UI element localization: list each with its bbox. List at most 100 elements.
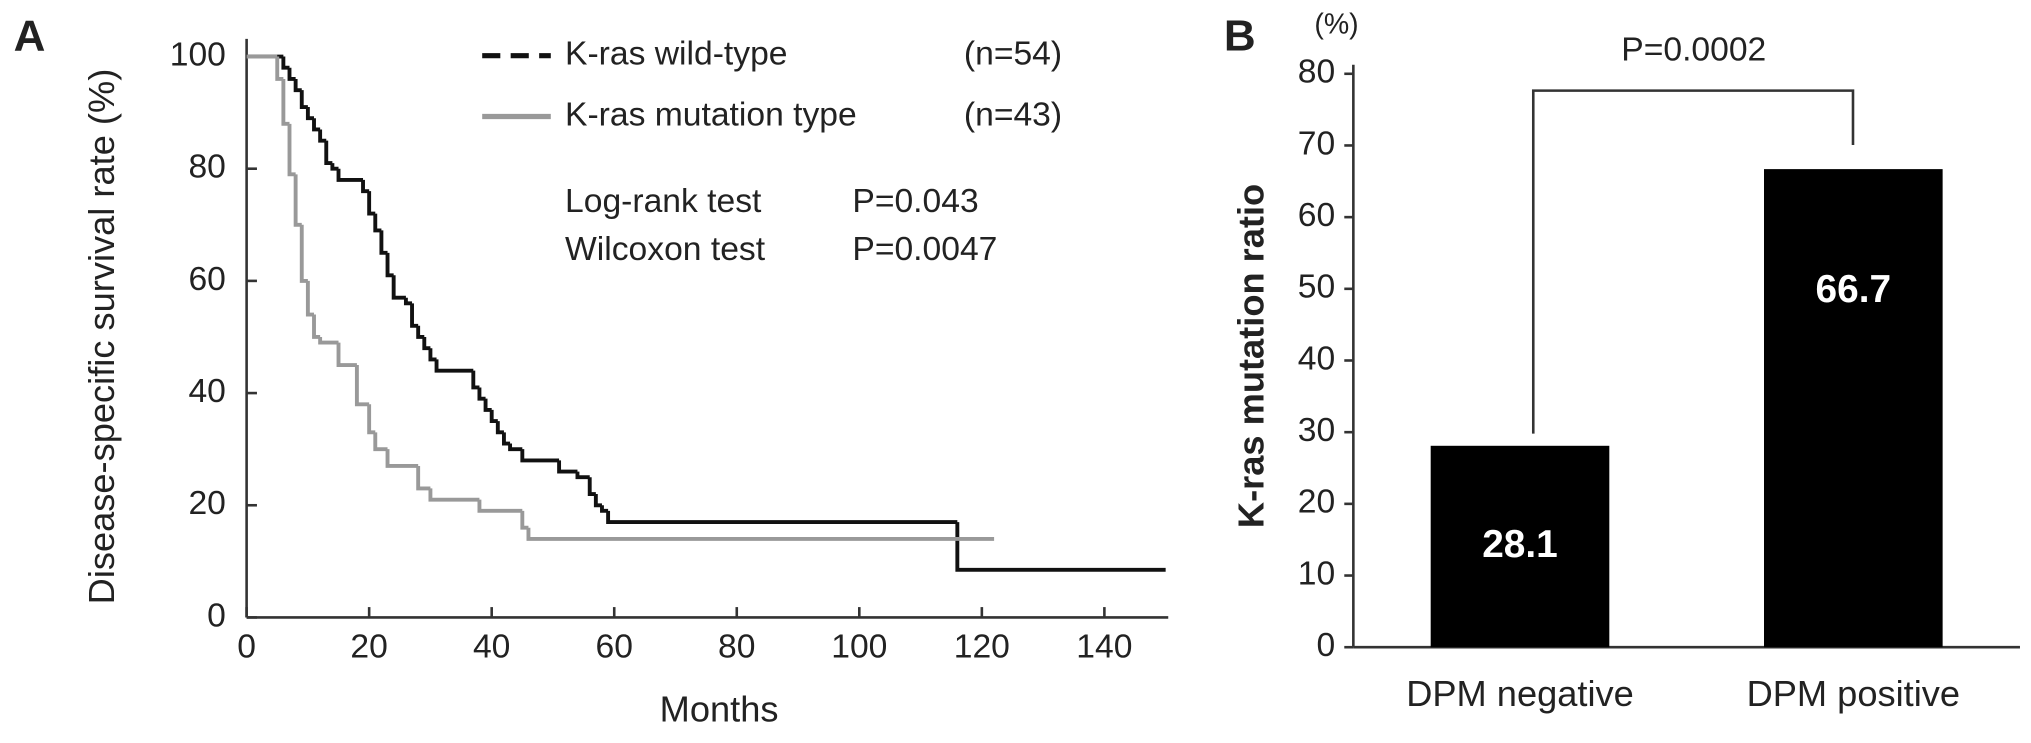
survival-step <box>361 179 370 194</box>
survival-step <box>324 140 333 166</box>
survival-step <box>385 252 394 278</box>
survival-step <box>312 118 321 132</box>
annotation: P=0.0002 <box>1621 32 1766 69</box>
bar <box>1764 169 1943 648</box>
stat-p: P=0.043 <box>852 183 978 220</box>
x-tick-label: 60 <box>596 628 633 665</box>
survival-step <box>281 56 290 70</box>
value-label: 66.7 <box>1816 268 1892 311</box>
survival-step <box>287 123 296 177</box>
x-tick-label: 0 <box>237 628 256 665</box>
y-tick-label: 0 <box>207 597 226 634</box>
survival-step <box>391 275 406 300</box>
survival-step <box>385 449 419 468</box>
survival-step <box>471 370 480 390</box>
x-tick-label: 80 <box>718 628 755 665</box>
y-tick-label: 40 <box>1298 340 1335 377</box>
y-axis-label: K-ras mutation ratio <box>1230 184 1271 528</box>
survival-step <box>403 297 413 306</box>
y-tick-label: 20 <box>1298 484 1335 521</box>
legend-n: (n=43) <box>964 96 1062 133</box>
stat-test: Wilcoxon test <box>565 231 766 268</box>
y-tick-label: 80 <box>1298 54 1335 91</box>
stat-test: Log-rank test <box>565 183 762 220</box>
survival-step <box>299 90 308 109</box>
survival-step <box>508 443 523 452</box>
survival-step <box>305 280 315 317</box>
survival-step <box>379 230 388 255</box>
survival-step <box>416 465 431 491</box>
panel-letter: A <box>14 11 46 60</box>
survival-step <box>293 78 302 93</box>
y-tick-label: 40 <box>188 373 225 410</box>
survival-step <box>318 129 327 143</box>
y-tick-label: 100 <box>170 36 226 73</box>
x-tick-label: DPM negative <box>1406 673 1634 714</box>
survival-step <box>606 510 958 525</box>
panel-letter: B <box>1224 11 1256 60</box>
x-tick-label: 100 <box>831 628 887 665</box>
survival-step <box>367 191 376 216</box>
survival-step <box>299 224 308 283</box>
y-tick-label: 30 <box>1298 412 1335 449</box>
survival-step <box>287 67 296 81</box>
y-tick-label: 0 <box>1317 627 1336 664</box>
survival-step <box>600 505 609 513</box>
survival-step <box>575 471 590 480</box>
y-unit: (%) <box>1314 8 1358 40</box>
survival-step <box>526 527 995 541</box>
survival-step <box>593 494 602 508</box>
survival-step <box>312 314 321 339</box>
survival-step <box>275 56 284 81</box>
x-tick-label: 20 <box>350 628 387 665</box>
survival-step <box>336 168 364 182</box>
legend-label: K-ras wild-type <box>565 36 787 73</box>
survival-step <box>428 488 480 502</box>
bar <box>1430 445 1610 648</box>
y-tick-label: 10 <box>1298 555 1335 592</box>
legend-label: K-ras mutation type <box>565 96 857 133</box>
survival-step <box>502 432 511 446</box>
survival-step <box>520 449 560 463</box>
survival-step <box>495 421 504 435</box>
survival-step <box>305 107 315 121</box>
survival-step <box>955 522 1166 572</box>
y-axis-label: Disease-specific survival rate (%) <box>81 69 122 605</box>
survival-step <box>293 174 302 227</box>
survival-step <box>318 336 339 345</box>
survival-step <box>434 359 474 373</box>
bracket <box>1531 89 1855 434</box>
survival-step <box>477 387 486 401</box>
survival-step <box>410 303 419 328</box>
survival-step <box>483 398 492 412</box>
survival-step <box>416 325 425 339</box>
stat-p: P=0.0047 <box>852 231 997 268</box>
survival-step <box>330 163 339 171</box>
x-tick-label: 40 <box>473 628 510 665</box>
survival-step <box>520 510 529 530</box>
survival-step <box>422 336 431 351</box>
value-label: 28.1 <box>1482 523 1558 566</box>
survival-step <box>373 213 382 233</box>
y-tick-label: 20 <box>188 485 225 522</box>
survival-step <box>281 78 290 126</box>
y-tick-label: 60 <box>188 261 225 298</box>
legend-n: (n=54) <box>964 36 1062 73</box>
survival-step <box>489 409 498 424</box>
x-axis-label: Months <box>660 689 779 730</box>
x-tick-label: 120 <box>954 628 1010 665</box>
y-tick-label: 50 <box>1298 269 1335 306</box>
y-tick-label: 60 <box>1298 197 1335 234</box>
survival-step <box>428 348 437 362</box>
survival-step <box>373 432 388 452</box>
x-tick-label: 140 <box>1076 628 1132 665</box>
survival-step <box>336 342 357 367</box>
survival-step <box>587 477 596 496</box>
y-tick-label: 80 <box>188 149 225 186</box>
survival-step <box>354 365 370 407</box>
y-tick-label: 70 <box>1298 125 1335 162</box>
survival-step <box>367 404 376 435</box>
survival-step <box>477 499 523 513</box>
x-tick-label: DPM positive <box>1747 673 1960 714</box>
